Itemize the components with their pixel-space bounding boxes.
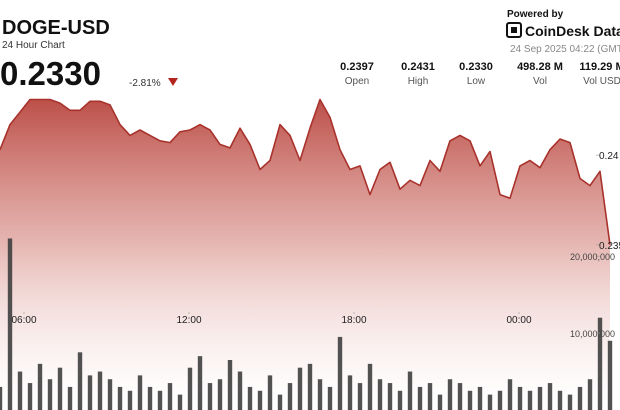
volume-bar xyxy=(407,371,413,410)
volume-bar xyxy=(387,383,393,410)
volume-bar xyxy=(467,390,473,410)
volume-bar xyxy=(97,371,103,410)
volume-bar xyxy=(0,386,3,410)
volume-bar xyxy=(197,356,203,410)
brand-icon xyxy=(506,22,522,38)
volume-bar xyxy=(27,383,33,410)
y-tick-label: 0.24 xyxy=(599,151,619,162)
stat-value: 0.2431 xyxy=(401,61,435,73)
volume-bar xyxy=(177,394,183,410)
volume-bar xyxy=(427,383,433,410)
volume-bar xyxy=(7,238,13,410)
volume-bar xyxy=(247,386,253,410)
volume-bar xyxy=(207,383,213,410)
volume-bar xyxy=(37,363,43,410)
x-tick-label: 06:00 xyxy=(11,315,36,326)
volume-bar xyxy=(227,360,233,410)
volume-bar xyxy=(297,367,303,410)
volume-bar xyxy=(317,379,323,410)
volume-bar xyxy=(87,375,93,410)
brand-icon-core xyxy=(511,27,517,33)
powered-by: Powered by xyxy=(507,9,564,20)
x-tick-label: 12:00 xyxy=(176,315,201,326)
volume-bar xyxy=(267,375,273,410)
volume-bar xyxy=(497,390,503,410)
volume-bar xyxy=(437,394,443,410)
subtitle: 24 Hour Chart xyxy=(2,40,65,51)
volume-bar xyxy=(537,386,543,410)
volume-bar xyxy=(77,352,83,410)
x-tick-label: 18:00 xyxy=(341,315,366,326)
symbol: DOGE-USD xyxy=(2,17,110,39)
volume-bar xyxy=(397,390,403,410)
stat-label: High xyxy=(408,76,429,87)
x-tick-label: 00:00 xyxy=(506,315,531,326)
price-area xyxy=(0,99,610,410)
down-arrow xyxy=(168,78,178,86)
brand: CoinDesk Data xyxy=(525,23,620,39)
plot-area: 0.24 0.23520,000,000 10,000,000 06:00 12:00 1… xyxy=(0,98,620,410)
price-line xyxy=(0,98,611,246)
volume-bar xyxy=(607,340,613,410)
volume-bar xyxy=(347,375,353,410)
stat-value: 0.2330 xyxy=(459,61,493,73)
stat-value: 119.29 M xyxy=(579,61,620,73)
stat-label: Open xyxy=(345,76,369,87)
volume-bar xyxy=(527,390,533,410)
volume-bar xyxy=(217,379,223,410)
volume-bar xyxy=(507,379,513,410)
volume-bar xyxy=(477,386,483,410)
volume-bar xyxy=(587,379,593,410)
volume-bar xyxy=(327,386,333,410)
volume-bar xyxy=(377,379,383,410)
volume-bar xyxy=(277,394,283,410)
volume-bar xyxy=(17,371,23,410)
volume-bar xyxy=(257,390,263,410)
volume-bar xyxy=(557,390,563,410)
change: -2.81% xyxy=(129,78,161,89)
volume-bar xyxy=(487,394,493,410)
price: 0.2330 xyxy=(0,55,101,92)
volume-bar xyxy=(307,363,313,410)
volume-bar xyxy=(457,383,463,410)
volume-bar xyxy=(147,386,153,410)
volume-bar xyxy=(417,386,423,410)
volume-bar xyxy=(367,363,373,410)
y2-tick-label: 20,000,000 xyxy=(570,252,615,262)
volume-bar xyxy=(47,379,53,410)
y2-tick-label: 10,000,000 xyxy=(570,329,615,339)
stat-value: 0.2397 xyxy=(340,61,374,73)
header: DOGE-USD 24 Hour Chart 0.2330 -2.81% Pow… xyxy=(0,9,620,92)
volume-bar xyxy=(67,386,73,410)
volume-bar xyxy=(127,390,133,410)
stat-label: Vol USD xyxy=(583,76,620,87)
volume-bar xyxy=(107,379,113,410)
volume-bar xyxy=(167,383,173,410)
volume-bar xyxy=(447,379,453,410)
y-tick-label: 0.235 xyxy=(599,241,620,252)
volume-bar xyxy=(547,383,553,410)
volume-bar xyxy=(597,317,603,410)
stat-label: Vol xyxy=(533,76,547,87)
volume-bar xyxy=(237,371,243,410)
volume-bar xyxy=(337,336,343,410)
volume-bar xyxy=(577,386,583,410)
volume-bar xyxy=(357,383,363,410)
volume-bar xyxy=(287,383,293,410)
volume-bar xyxy=(117,386,123,410)
volume-bar xyxy=(567,394,573,410)
timestamp: 24 Sep 2025 04:22 (GMT) xyxy=(510,44,620,55)
volume-bar xyxy=(187,367,193,410)
stat-label: Low xyxy=(467,76,486,87)
volume-bar xyxy=(517,386,523,410)
volume-bar xyxy=(137,375,143,410)
volume-bar xyxy=(157,390,163,410)
stat-value: 498.28 M xyxy=(517,61,563,73)
volume-bar xyxy=(57,367,63,410)
